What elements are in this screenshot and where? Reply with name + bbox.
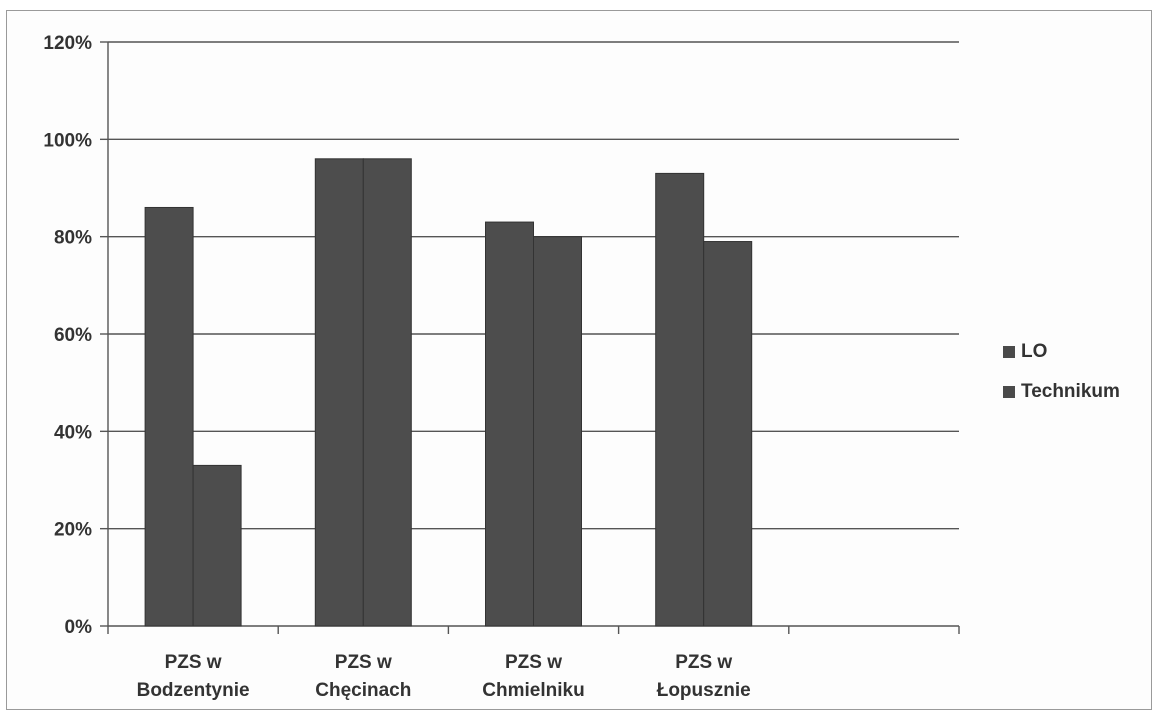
legend-item-technikum: Technikum [1003,381,1120,403]
bar-technikum-1 [362,158,412,627]
x-tick-label-2-line1: Chmielniku [482,680,584,701]
bar-chart: 0% 20% 40% 60% 80% 100% 120% PZS w Bodzentynie PZ… [43,33,960,701]
chart-frame: 0% 20% 40% 60% 80% 100% 120% PZS w Bodzentynie PZ… [6,10,1152,710]
x-tick-label-2-line0: PZS w [505,652,562,673]
legend: LO Technikum [1003,341,1120,421]
bar-lo-3 [655,172,705,627]
legend-swatch-lo [1003,346,1015,358]
x-tick-label-1-line1: Chęcinach [315,680,411,701]
y-tick-label-120: 120% [43,33,92,54]
legend-item-lo: LO [1003,341,1120,363]
y-tick-label-0: 0% [65,617,93,638]
bar-lo-1 [314,158,364,627]
bar-technikum-0 [192,464,242,627]
y-tick-label-80: 80% [54,228,92,249]
bar-technikum-2 [533,236,582,627]
x-tick-label-0-line1: Bodzentynie [137,680,250,701]
legend-swatch-technikum [1003,386,1015,398]
x-tick-label-1-line0: PZS w [335,652,392,673]
x-tick-label-0-line0: PZS w [165,652,222,673]
legend-label-lo: LO [1021,341,1048,362]
y-tick-label-40: 40% [54,422,92,443]
y-tick-label-60: 60% [54,325,92,346]
x-tick-label-3-line0: PZS w [675,652,732,673]
bar-technikum-3 [703,241,753,627]
y-tick-label-20: 20% [54,520,92,541]
bar-lo-0 [144,206,194,627]
x-tick-label-3-line1: Łopusznie [657,680,751,701]
y-tick-label-100: 100% [43,130,92,151]
bar-lo-2 [485,221,534,627]
legend-label-technikum: Technikum [1021,381,1120,402]
